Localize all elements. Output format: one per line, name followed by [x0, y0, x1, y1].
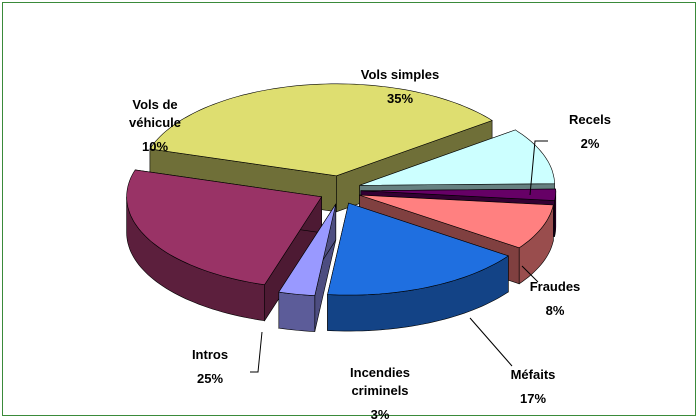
slice-label: Incendies criminels 3%: [330, 364, 430, 420]
category-label: Méfaits: [510, 367, 556, 382]
value-label: 3%: [370, 407, 390, 420]
leader-line: [521, 265, 539, 283]
leader-line: [469, 317, 513, 367]
category-label: Intros: [191, 347, 229, 362]
value-label: 2%: [580, 136, 600, 151]
chart-frame: [2, 2, 696, 416]
value-label: 17%: [519, 391, 547, 406]
category-label: Fraudes: [529, 279, 581, 294]
slice: [359, 194, 554, 249]
leader-line: [529, 140, 548, 196]
value-label: 25%: [196, 371, 224, 386]
value-label: 8%: [545, 303, 565, 318]
slice-label: Méfaits 17%: [493, 366, 573, 408]
category-label: Incendies criminels: [350, 365, 410, 398]
slice: [149, 83, 493, 177]
slice: [126, 169, 323, 286]
slice: [278, 203, 337, 296]
leader-line: [250, 331, 263, 373]
category-label: Vols simples: [360, 67, 440, 82]
slice-wall: [278, 291, 316, 332]
slice: [359, 129, 555, 186]
value-label: 35%: [386, 91, 414, 106]
category-label: Recels: [569, 112, 611, 127]
category-label: Vols de véhicule: [128, 97, 182, 130]
slice-label: Vols de véhicule 10%: [105, 96, 205, 156]
slice-label: Fraudes 8%: [515, 278, 595, 320]
slice-label: Intros 25%: [160, 346, 260, 388]
slice-label: Vols simples 35%: [320, 66, 480, 108]
slice: [360, 188, 557, 201]
value-label: 10%: [141, 139, 169, 154]
slice-label: Recels 2%: [550, 111, 630, 153]
slice: [327, 202, 509, 296]
